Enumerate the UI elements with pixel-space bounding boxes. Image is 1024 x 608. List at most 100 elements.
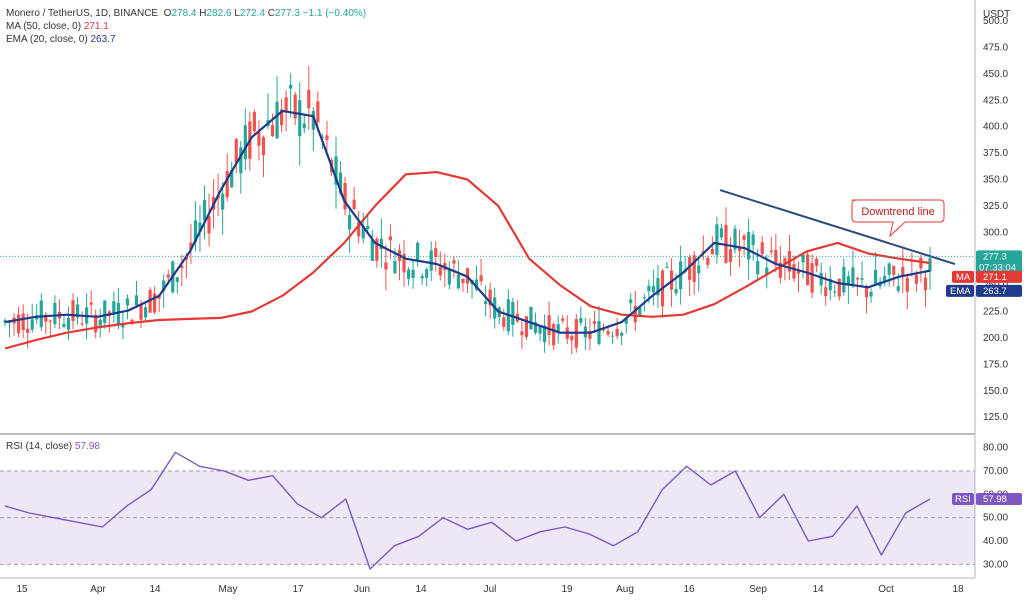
candle-body — [411, 269, 415, 278]
date-tick-label: 19 — [561, 584, 573, 595]
candle-body — [474, 279, 479, 290]
candle-body — [869, 291, 873, 297]
rsi-tick-label: 80.00 — [983, 443, 1008, 454]
candle-body — [597, 321, 601, 344]
date-tick-label: 15 — [16, 584, 28, 595]
rsi-value-text: 57.98 — [983, 494, 1007, 505]
candle-body — [461, 278, 465, 284]
date-tick-label: 14 — [415, 584, 427, 595]
candle-body — [579, 317, 583, 323]
candle-body — [252, 112, 256, 131]
candle-body — [325, 135, 329, 140]
date-tick-label: 17 — [292, 584, 304, 595]
date-tick-label: 14 — [812, 584, 824, 595]
candle-body — [837, 278, 841, 297]
candle-body — [334, 156, 338, 185]
candle-body — [316, 101, 320, 123]
rsi-tick-label: 40.00 — [983, 536, 1008, 547]
candle-body — [556, 324, 560, 332]
candle-body — [239, 147, 243, 174]
ma-legend-label: MA (50, close, 0) — [6, 21, 82, 32]
date-tick-label: Sep — [749, 584, 767, 595]
candle-body — [606, 331, 610, 335]
candle-body — [66, 317, 71, 330]
candle-body — [928, 258, 932, 272]
candle-body — [778, 262, 782, 278]
candle-body — [116, 302, 120, 325]
candle-body — [393, 261, 397, 274]
candle-body — [302, 123, 306, 129]
candle-body — [17, 314, 21, 334]
rsi-tag-text: RSI — [955, 494, 971, 505]
date-tick-label: 16 — [683, 584, 695, 595]
candle-body — [112, 301, 116, 315]
ema-legend: EMA (20, close, 0) 263.7 — [6, 33, 116, 46]
candle-body — [656, 278, 660, 296]
candle-body — [914, 274, 918, 284]
candle-body — [275, 101, 279, 139]
candle-body — [692, 255, 696, 283]
ma-legend: MA (50, close, 0) 271.1 — [6, 20, 109, 33]
candle-body — [89, 302, 93, 305]
candle-body — [270, 125, 275, 137]
candle-body — [39, 300, 43, 328]
candle-body — [338, 172, 343, 194]
candle-body — [375, 238, 379, 261]
price-tick-label: 425.0 — [983, 95, 1008, 106]
candle-body — [529, 306, 533, 330]
candle-body — [864, 286, 869, 298]
price-badge — [976, 250, 1022, 275]
price-tick-label: 175.0 — [983, 359, 1008, 370]
candle-body — [402, 253, 406, 273]
candle-body — [279, 109, 284, 126]
price-tick-label: 125.0 — [983, 412, 1008, 423]
date-tick-label: Apr — [90, 584, 106, 595]
candle-body — [189, 242, 193, 250]
price-tick-label: 150.0 — [983, 386, 1008, 397]
candle-body — [257, 131, 261, 146]
ma-tag-badge — [952, 270, 974, 283]
candle-body — [715, 224, 719, 256]
date-tick-label: 18 — [952, 584, 964, 595]
candle-body — [198, 222, 202, 232]
candle-body — [724, 224, 728, 263]
currency-label: USDT — [983, 9, 1010, 20]
ma-tag-text: MA — [956, 272, 971, 283]
candle-body — [923, 277, 928, 291]
candle-body — [103, 300, 107, 323]
price-tick-label: 350.0 — [983, 175, 1008, 186]
candle-body — [892, 266, 896, 275]
rsi-tag-badge — [952, 493, 974, 506]
candle-body — [379, 238, 383, 250]
date-tick-label: Jun — [354, 584, 370, 595]
ma-legend-value: 271.1 — [83, 21, 109, 32]
candle-body — [570, 336, 574, 341]
candle-body — [94, 314, 98, 333]
candle-body — [633, 306, 637, 323]
candle-body — [524, 316, 529, 337]
candle-body — [162, 280, 166, 291]
ema-value-badge — [976, 284, 1022, 297]
ohlc-change: −1.1 (−0.40%) — [302, 8, 367, 19]
candle-body — [697, 265, 701, 274]
candle-body — [143, 307, 148, 318]
ohlc-close: 277.3 — [274, 8, 300, 19]
candle-body — [361, 225, 365, 239]
candle-body — [388, 236, 393, 241]
price-tick-label: 400.0 — [983, 122, 1008, 133]
ema-legend-value: 263.7 — [90, 34, 116, 45]
candle-body — [202, 200, 207, 221]
ohlc-low-label: L — [234, 8, 240, 19]
candle-body — [406, 269, 411, 279]
date-tick-label: 14 — [149, 584, 161, 595]
candle-body — [352, 199, 356, 209]
candle-body — [80, 323, 84, 325]
candle-body — [642, 297, 646, 299]
candle-body — [851, 267, 855, 286]
candle-body — [638, 307, 642, 316]
candle-body — [484, 301, 488, 305]
candle-body — [121, 323, 125, 328]
candle-body — [447, 269, 451, 285]
candle-body — [905, 277, 909, 292]
